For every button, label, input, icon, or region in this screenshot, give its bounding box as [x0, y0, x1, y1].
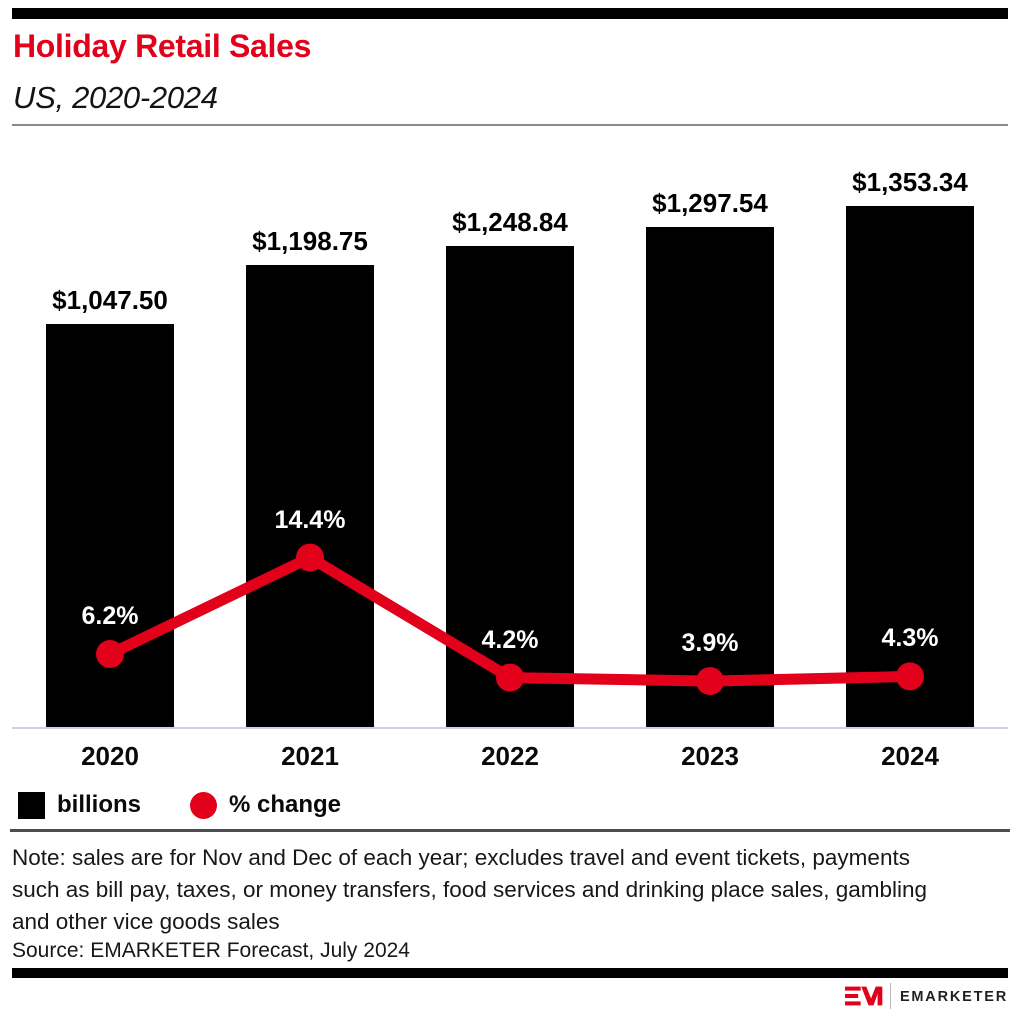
emarketer-monogram-icon [845, 986, 883, 1006]
x-axis-label-2023: 2023 [681, 741, 739, 771]
header-divider [12, 124, 1008, 126]
chart-note: Note: sales are for Nov and Dec of each … [12, 845, 928, 934]
x-axis-line [12, 727, 1008, 729]
bar-2022 [446, 246, 574, 727]
chart-legend: billions % change [18, 790, 341, 820]
bar-2023 [646, 227, 774, 727]
line-marker-2024 [896, 662, 924, 691]
percent-change-swatch-icon [190, 791, 217, 819]
pct-label-2023: 3.9% [681, 629, 739, 658]
x-axis-label-2020: 2020 [81, 741, 139, 771]
legend-label-billions: billions [57, 791, 141, 818]
x-axis-label-2024: 2024 [881, 741, 939, 771]
pct-label-2020: 6.2% [81, 602, 139, 631]
line-marker-2023 [696, 667, 724, 696]
billions-swatch-icon [18, 791, 45, 819]
chart-source: Source: EMARKETER Forecast, July 2024 [12, 939, 410, 962]
footer-accent-bar [12, 968, 1008, 978]
top-accent-bar [12, 8, 1008, 19]
footnote-divider [10, 829, 1010, 832]
line-marker-2021 [296, 543, 324, 572]
bar-value-label-2024: $1,353.34 [852, 167, 968, 197]
bar-value-label-2023: $1,297.54 [652, 188, 768, 218]
page-title: Holiday Retail Sales [13, 28, 312, 64]
bar-2024 [846, 206, 974, 727]
bar-2020 [46, 324, 174, 727]
bar-value-label-2022: $1,248.84 [452, 207, 568, 237]
bar-2021 [246, 265, 374, 727]
logo-divider [889, 983, 891, 1009]
bar-value-label-2020: $1,047.50 [52, 285, 168, 315]
emarketer-logo: EMARKETER [845, 982, 1008, 1010]
pct-label-2022: 4.2% [481, 625, 539, 654]
x-axis-label-2021: 2021 [281, 741, 339, 771]
legend-label-percent-change: % change [229, 791, 342, 818]
emarketer-wordmark: EMARKETER [899, 988, 1008, 1005]
line-marker-2022 [496, 663, 524, 692]
x-axis-label-2022: 2022 [481, 741, 539, 771]
bar-value-label-2021: $1,198.75 [252, 226, 368, 256]
pct-label-2024: 4.3% [881, 624, 939, 653]
page-subtitle: US, 2020-2024 [13, 80, 218, 115]
pct-label-2021: 14.4% [274, 505, 346, 534]
line-marker-2020 [96, 640, 124, 669]
